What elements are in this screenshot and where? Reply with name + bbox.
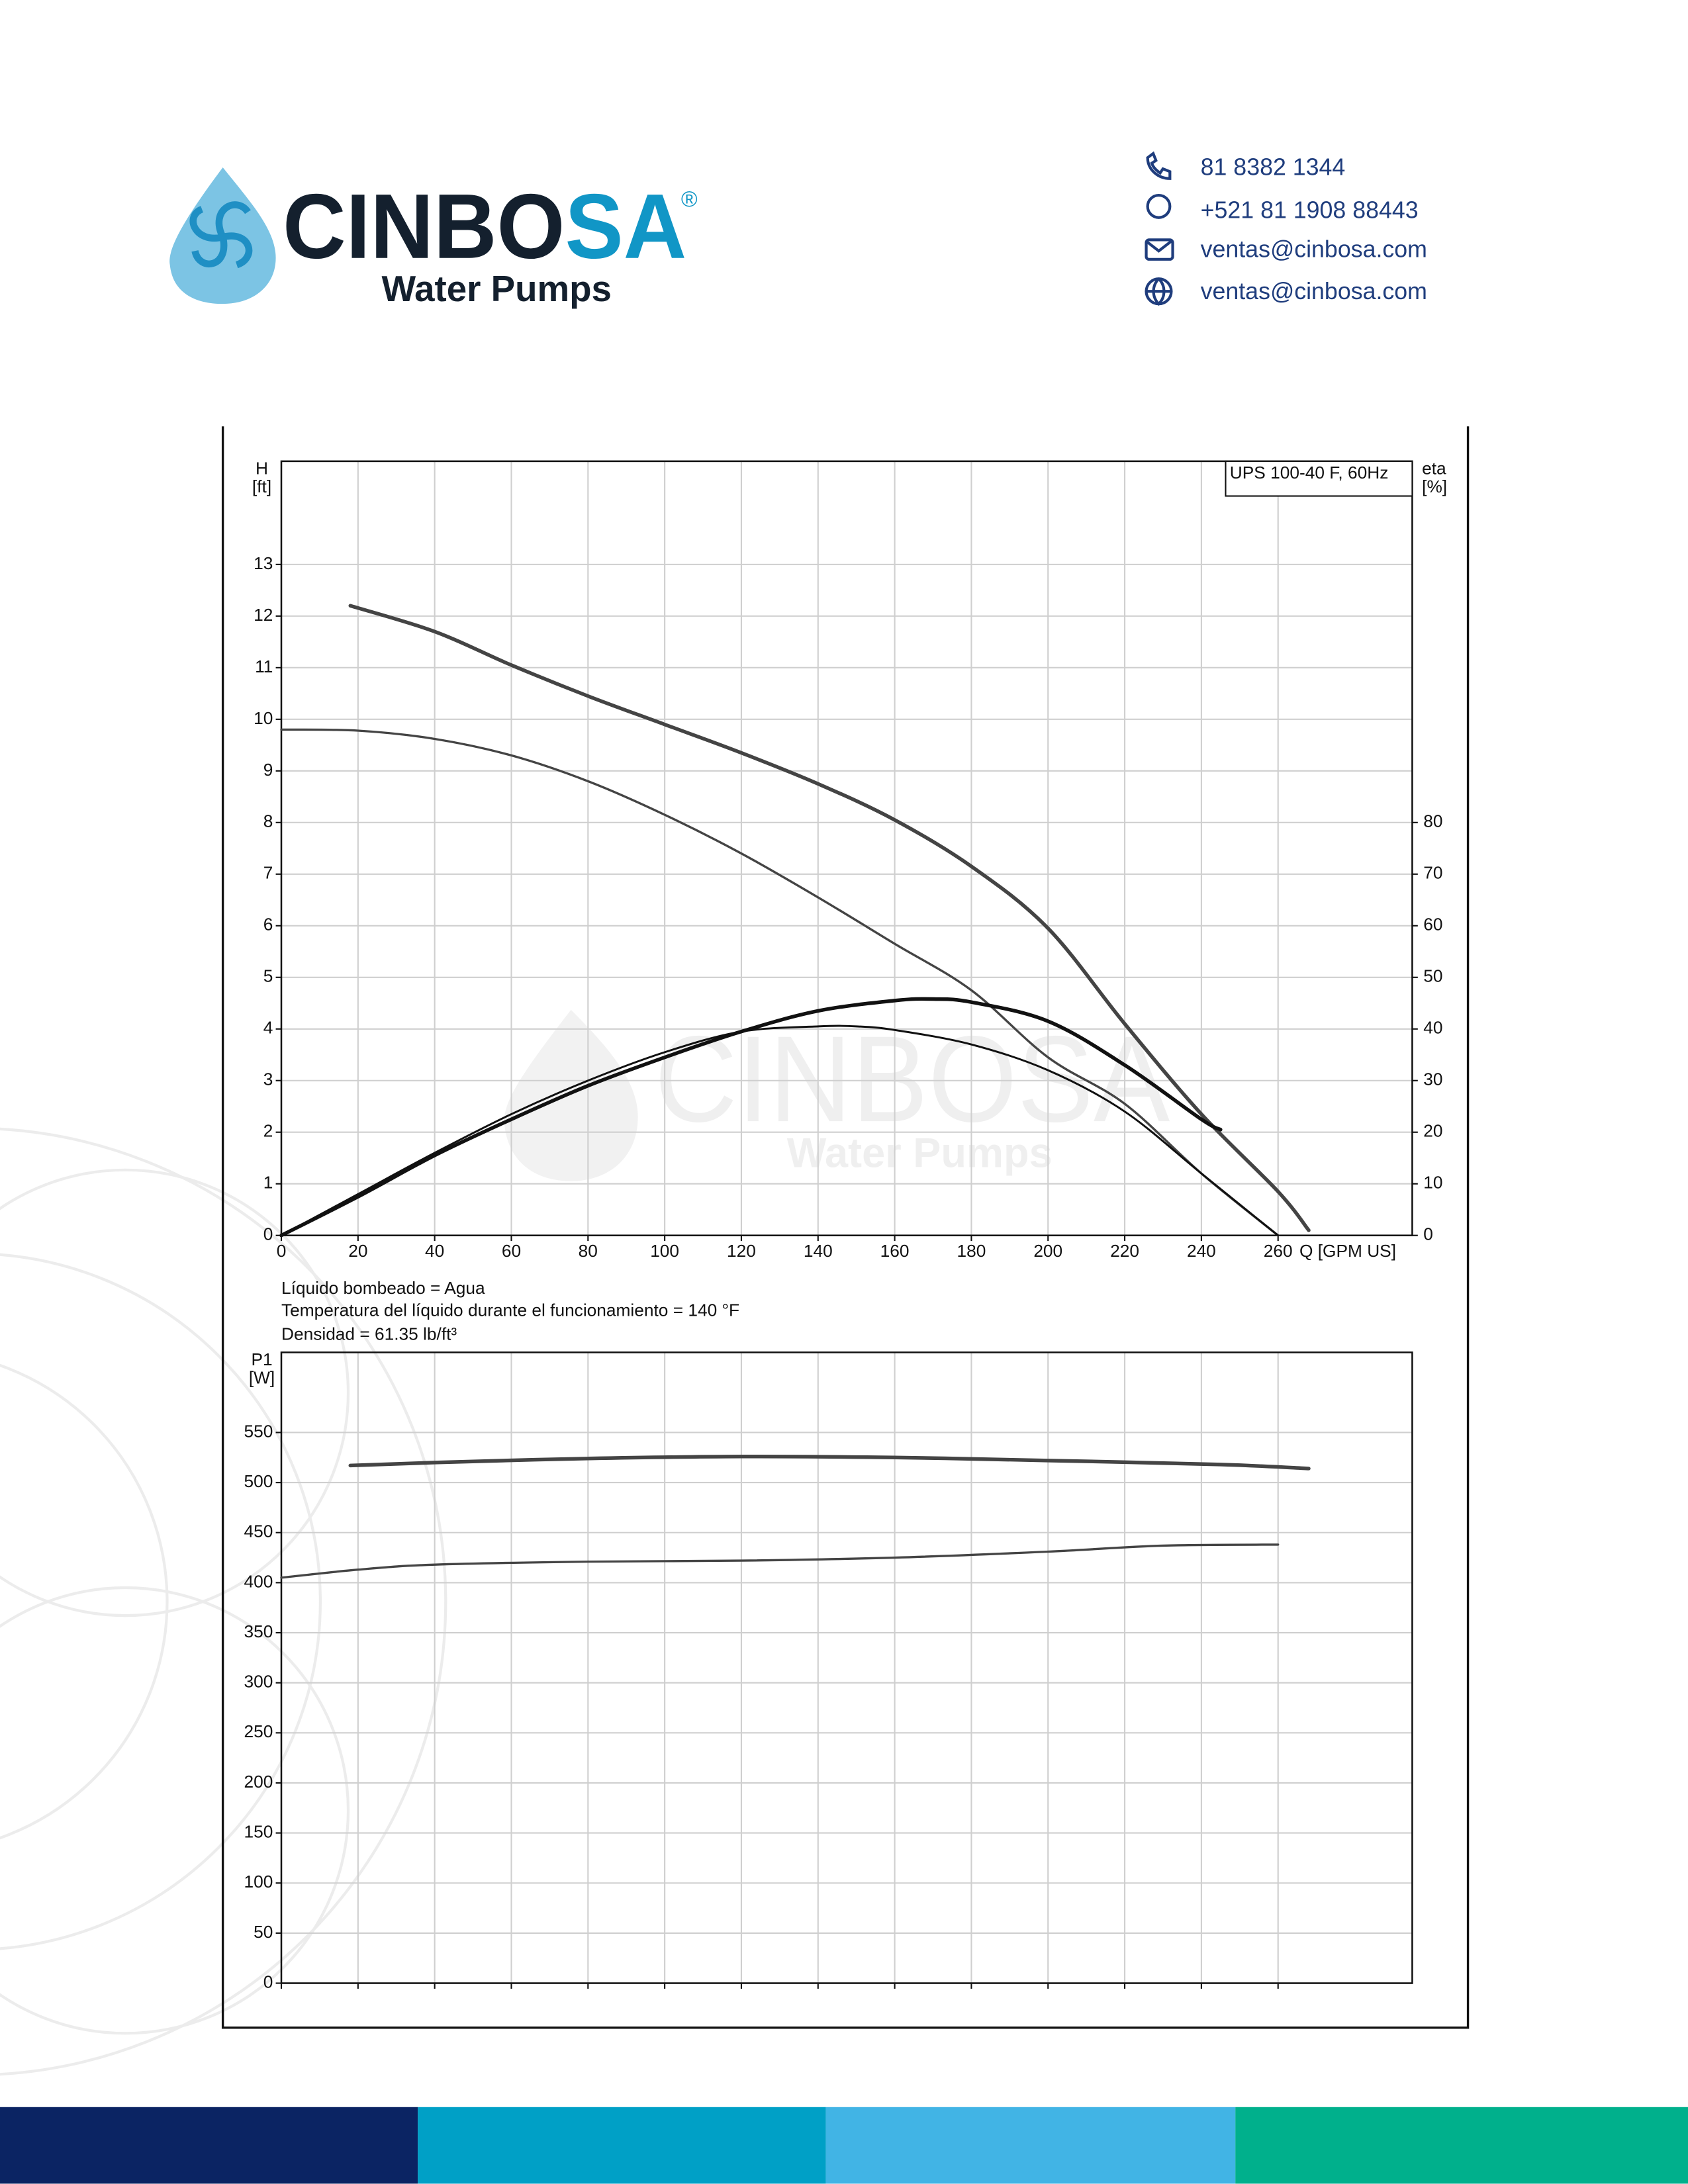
y-tick-label: 350 bbox=[244, 1621, 273, 1641]
note: Densidad = 61.35 lb/ft³ bbox=[281, 1324, 457, 1344]
logo-dark: CINBO bbox=[283, 175, 565, 278]
y-axis-unit: [W] bbox=[249, 1367, 275, 1387]
y2-tick-label: 70 bbox=[1423, 863, 1442, 883]
y2-axis-unit: [%] bbox=[1422, 477, 1447, 496]
y-tick-label: 2 bbox=[263, 1121, 273, 1141]
x-tick-label: 240 bbox=[1187, 1241, 1216, 1261]
footer-bar bbox=[418, 2107, 826, 2184]
x-tick-label: 160 bbox=[880, 1241, 910, 1261]
y-tick-label: 11 bbox=[255, 657, 273, 676]
x-tick-label: 220 bbox=[1110, 1241, 1139, 1261]
y2-tick-label: 40 bbox=[1423, 1018, 1442, 1038]
y2-tick-label: 30 bbox=[1423, 1069, 1442, 1089]
y-tick-label: 250 bbox=[244, 1721, 273, 1741]
footer-bar bbox=[0, 2107, 418, 2184]
y-tick-label: 13 bbox=[254, 553, 273, 573]
background-ornament bbox=[0, 1128, 447, 2076]
plot-border bbox=[280, 1351, 1413, 1984]
x-tick-label: 260 bbox=[1264, 1241, 1293, 1261]
whatsapp-icon bbox=[1146, 193, 1172, 219]
y-axis-unit: [ft] bbox=[252, 477, 271, 496]
footer-bar bbox=[1235, 2107, 1688, 2184]
x-axis-label: Q [GPM US] bbox=[1299, 1241, 1396, 1261]
x-tick-label: 140 bbox=[804, 1241, 833, 1261]
footer-bar bbox=[825, 2107, 1236, 2184]
x-tick-label: 80 bbox=[579, 1241, 598, 1261]
y-tick-label: 9 bbox=[263, 760, 273, 780]
logo-swirl bbox=[189, 201, 253, 269]
y-tick-label: 0 bbox=[263, 1224, 273, 1244]
curve bbox=[280, 728, 1280, 1237]
charts: 0 20 40 60 80 100 120 140 160 180 200 220 240 2600123… bbox=[244, 458, 1448, 1991]
contact-web: ventas@cinbosa.com bbox=[1201, 278, 1427, 304]
x-tick-label: 0 bbox=[277, 1241, 287, 1261]
y-tick-label: 500 bbox=[244, 1471, 273, 1491]
y-tick-label: 6 bbox=[263, 915, 273, 934]
y-tick-label: 150 bbox=[244, 1822, 273, 1842]
chart-frame bbox=[221, 426, 1470, 2029]
note: Líquido bombeado = Agua bbox=[281, 1278, 485, 1298]
watermark-dark: CINBO bbox=[655, 1011, 1017, 1148]
phone-icon bbox=[1146, 151, 1172, 180]
y2-tick-label: 20 bbox=[1423, 1121, 1442, 1141]
y-axis-label: P1 bbox=[251, 1349, 272, 1369]
x-tick-label: 100 bbox=[650, 1241, 679, 1261]
y-tick-label: 7 bbox=[263, 863, 273, 883]
y-tick-label: 200 bbox=[244, 1772, 273, 1792]
logo-registered: ® bbox=[681, 187, 698, 212]
legend-label: UPS 100-40 F, 60Hz bbox=[1230, 463, 1389, 482]
x-tick-label: 180 bbox=[957, 1241, 986, 1261]
y-tick-label: 8 bbox=[263, 811, 273, 831]
x-tick-label: 60 bbox=[502, 1241, 521, 1261]
watermark-tagline: Water Pumps bbox=[787, 1130, 1053, 1177]
logo: CINBOSA ® Water Pumps bbox=[169, 167, 698, 309]
y-tick-label: 12 bbox=[254, 605, 273, 625]
y-tick-label: 3 bbox=[263, 1069, 273, 1089]
watermark-wordmark: CINBOSA bbox=[655, 1011, 1170, 1148]
contact-whatsapp: +521 81 1908 88443 bbox=[1201, 197, 1419, 224]
y-tick-label: 1 bbox=[263, 1173, 273, 1193]
note: Temperatura del líquido durante el funci… bbox=[281, 1300, 739, 1320]
x-tick-label: 120 bbox=[727, 1241, 756, 1261]
mail-icon-flap bbox=[1145, 240, 1172, 253]
watermark: CINBOSA Water Pumps bbox=[504, 1009, 1170, 1181]
y-tick-label: 0 bbox=[263, 1972, 273, 1991]
contact-email: ventas@cinbosa.com bbox=[1201, 236, 1427, 263]
y-tick-label: 5 bbox=[263, 966, 273, 986]
x-tick-label: 200 bbox=[1033, 1241, 1062, 1261]
y2-tick-label: 80 bbox=[1423, 811, 1442, 831]
y-tick-label: 50 bbox=[254, 1922, 273, 1942]
y-tick-label: 400 bbox=[244, 1571, 273, 1591]
legend-box bbox=[1225, 460, 1413, 497]
y-tick-label: 550 bbox=[244, 1421, 273, 1441]
curve bbox=[279, 997, 1223, 1238]
y-axis-label: H bbox=[256, 458, 268, 478]
y-tick-label: 300 bbox=[244, 1672, 273, 1692]
plot-border bbox=[280, 460, 1413, 1236]
y2-tick-label: 0 bbox=[1423, 1224, 1433, 1244]
y-tick-label: 450 bbox=[244, 1522, 273, 1541]
y2-axis-label: eta bbox=[1422, 458, 1446, 478]
y2-tick-label: 60 bbox=[1423, 915, 1442, 934]
curve bbox=[348, 1454, 1311, 1471]
logo-wordmark: CINBOSA bbox=[283, 175, 686, 278]
curve bbox=[348, 604, 1311, 1232]
watermark-drop bbox=[504, 1009, 638, 1181]
y-tick-label: 10 bbox=[254, 708, 273, 728]
y-tick-label: 4 bbox=[263, 1018, 273, 1038]
logo-tagline: Water Pumps bbox=[381, 268, 611, 309]
y-tick-label: 100 bbox=[244, 1872, 273, 1891]
curve bbox=[280, 1543, 1280, 1579]
y2-tick-label: 50 bbox=[1423, 966, 1442, 986]
contact-icons bbox=[1145, 151, 1174, 306]
curve bbox=[280, 1024, 1280, 1237]
contact-phone: 81 8382 1344 bbox=[1201, 154, 1346, 181]
x-tick-label: 20 bbox=[348, 1241, 367, 1261]
x-tick-label: 40 bbox=[425, 1241, 444, 1261]
logo-accent: SA bbox=[565, 175, 686, 278]
mail-icon bbox=[1145, 238, 1174, 261]
globe-icon-lines bbox=[1146, 277, 1172, 306]
y2-tick-label: 10 bbox=[1423, 1173, 1442, 1193]
